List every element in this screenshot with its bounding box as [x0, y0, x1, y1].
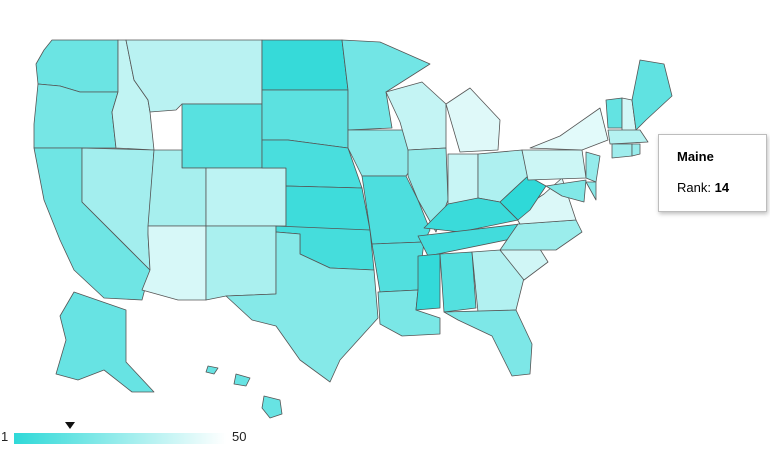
state-washington[interactable] [35, 39, 119, 93]
state-delaware[interactable] [585, 181, 597, 201]
state-michigan[interactable] [445, 87, 501, 153]
state-georgia[interactable] [471, 249, 525, 313]
state-new-mexico[interactable] [205, 225, 277, 301]
state-tooltip: Maine Rank: 14 [658, 134, 767, 212]
state-hawaii[interactable] [205, 365, 283, 419]
state-maryland[interactable] [545, 179, 587, 203]
state-north-dakota[interactable] [261, 39, 349, 91]
tooltip-rank-label: Rank: [677, 180, 711, 195]
tooltip-state-name: Maine [677, 149, 714, 164]
state-connecticut[interactable] [611, 143, 633, 159]
state-vermont[interactable] [605, 97, 623, 129]
state-rhode-island[interactable] [631, 143, 641, 157]
state-new-york[interactable] [529, 107, 609, 151]
state-minnesota[interactable] [341, 39, 431, 131]
state-maine[interactable] [631, 59, 673, 131]
state-south-dakota[interactable] [261, 89, 349, 149]
state-new-jersey[interactable] [585, 151, 601, 183]
state-kansas[interactable] [285, 185, 371, 231]
state-colorado[interactable] [205, 167, 287, 227]
state-north-carolina[interactable] [499, 219, 583, 251]
legend-max-label: 50 [232, 429, 247, 444]
legend-rank-marker [65, 422, 76, 429]
state-pennsylvania[interactable] [521, 149, 587, 181]
state-alabama[interactable] [439, 251, 477, 313]
state-illinois[interactable] [407, 147, 449, 233]
tooltip-rank-row: Rank: 14 [677, 180, 766, 195]
state-arkansas[interactable] [371, 241, 425, 293]
state-oregon[interactable] [33, 83, 119, 149]
state-alaska[interactable] [55, 291, 155, 393]
state-florida[interactable] [443, 309, 533, 377]
state-west-virginia[interactable] [499, 175, 547, 221]
legend-color-scale [14, 431, 226, 444]
state-arizona[interactable] [141, 225, 207, 301]
legend-min-label: 1 [1, 429, 9, 444]
state-indiana[interactable] [447, 153, 479, 205]
tooltip-rank-value: 14 [714, 180, 730, 195]
state-mississippi[interactable] [415, 253, 441, 311]
state-massachusetts[interactable] [607, 129, 649, 145]
state-wyoming[interactable] [181, 103, 263, 169]
state-texas[interactable] [225, 231, 379, 383]
